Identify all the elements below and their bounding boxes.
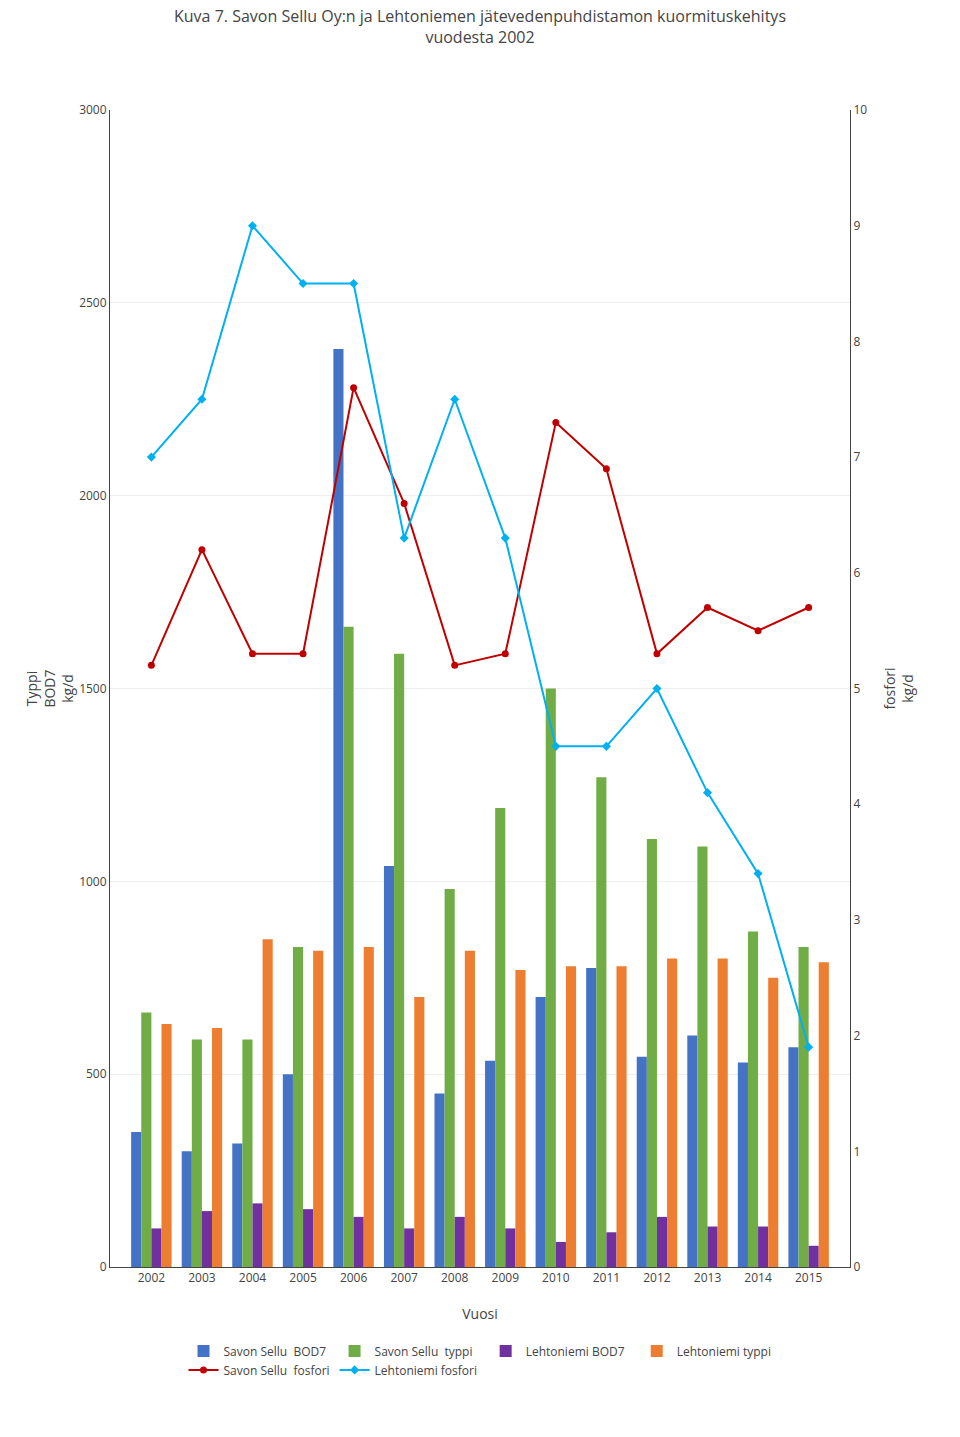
svg-text:2: 2 — [853, 1027, 860, 1044]
svg-text:2010: 2010 — [542, 1269, 570, 1286]
svg-text:2005: 2005 — [289, 1269, 317, 1286]
svg-text:500: 500 — [86, 1065, 107, 1082]
svg-text:3: 3 — [853, 911, 860, 928]
svg-text:Lehtoniemi BOD7: Lehtoniemi BOD7 — [526, 1343, 625, 1360]
svg-text:Lehtoniemi fosfori: Lehtoniemi fosfori — [375, 1362, 477, 1379]
svg-text:Vuosi: Vuosi — [462, 1304, 498, 1323]
svg-text:2008: 2008 — [441, 1269, 469, 1286]
svg-text:4: 4 — [853, 795, 860, 812]
svg-text:Savon Sellu BOD7: Savon Sellu BOD7 — [224, 1343, 327, 1360]
svg-text:2007: 2007 — [390, 1269, 418, 1286]
svg-text:2003: 2003 — [188, 1269, 216, 1286]
svg-text:1500: 1500 — [79, 680, 107, 697]
svg-text:9: 9 — [853, 217, 860, 234]
svg-text:2009: 2009 — [492, 1269, 520, 1286]
svg-text:2500: 2500 — [79, 294, 107, 311]
svg-text:Savon Sellu typpi: Savon Sellu typpi — [375, 1343, 473, 1360]
svg-text:2014: 2014 — [744, 1269, 772, 1286]
svg-text:2002: 2002 — [138, 1269, 166, 1286]
svg-text:2015: 2015 — [795, 1269, 823, 1286]
svg-text:2004: 2004 — [239, 1269, 267, 1286]
svg-text:2013: 2013 — [694, 1269, 722, 1286]
svg-text:6: 6 — [853, 564, 860, 581]
svg-text:1000: 1000 — [79, 873, 107, 890]
svg-text:TyppiBOD7kg/d: TyppiBOD7kg/d — [22, 669, 77, 707]
svg-text:0: 0 — [100, 1258, 107, 1275]
svg-text:3000: 3000 — [79, 101, 107, 118]
svg-text:2006: 2006 — [340, 1269, 368, 1286]
svg-text:Savon Sellu fosfori: Savon Sellu fosfori — [224, 1362, 330, 1379]
svg-text:fosforikg/d: fosforikg/d — [880, 667, 917, 709]
svg-text:2011: 2011 — [593, 1269, 620, 1286]
svg-text:5: 5 — [853, 680, 860, 697]
svg-text:Lehtoniemi typpi: Lehtoniemi typpi — [677, 1343, 771, 1360]
svg-text:8: 8 — [853, 333, 860, 350]
svg-text:10: 10 — [853, 101, 867, 118]
svg-text:0: 0 — [853, 1258, 860, 1275]
svg-text:2012: 2012 — [643, 1269, 671, 1286]
svg-text:7: 7 — [853, 448, 860, 465]
svg-text:Kuva 7. Savon Sellu Oy:n ja Le: Kuva 7. Savon Sellu Oy:n ja Lehtoniemen … — [174, 5, 786, 48]
svg-text:1: 1 — [853, 1143, 860, 1160]
svg-text:2000: 2000 — [79, 487, 107, 504]
